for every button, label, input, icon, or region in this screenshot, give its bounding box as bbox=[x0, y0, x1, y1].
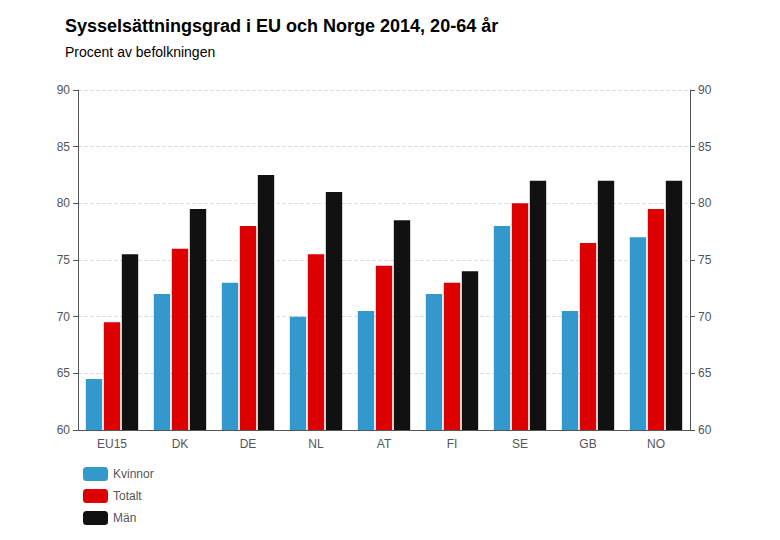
svg-text:SE: SE bbox=[512, 437, 528, 451]
svg-text:EU15: EU15 bbox=[97, 437, 127, 451]
svg-text:60: 60 bbox=[698, 423, 712, 437]
svg-text:Procent av befolkningen: Procent av befolkningen bbox=[65, 44, 215, 60]
svg-text:65: 65 bbox=[57, 366, 71, 380]
svg-text:NL: NL bbox=[308, 437, 324, 451]
svg-text:80: 80 bbox=[57, 196, 71, 210]
svg-text:85: 85 bbox=[57, 140, 71, 154]
svg-text:90: 90 bbox=[57, 83, 71, 97]
svg-text:80: 80 bbox=[698, 196, 712, 210]
svg-text:70: 70 bbox=[57, 310, 71, 324]
svg-text:DK: DK bbox=[172, 437, 189, 451]
svg-text:60: 60 bbox=[57, 423, 71, 437]
svg-text:65: 65 bbox=[698, 366, 712, 380]
svg-text:85: 85 bbox=[698, 140, 712, 154]
svg-text:75: 75 bbox=[57, 253, 71, 267]
svg-text:DE: DE bbox=[240, 437, 257, 451]
svg-text:FI: FI bbox=[447, 437, 458, 451]
svg-text:Kvinnor: Kvinnor bbox=[113, 467, 154, 481]
svg-text:75: 75 bbox=[698, 253, 712, 267]
svg-text:GB: GB bbox=[579, 437, 596, 451]
svg-text:Totalt: Totalt bbox=[113, 489, 142, 503]
svg-text:90: 90 bbox=[698, 83, 712, 97]
svg-text:Sysselsättningsgrad i EU och N: Sysselsättningsgrad i EU och Norge 2014,… bbox=[65, 16, 498, 36]
svg-text:Män: Män bbox=[113, 511, 136, 525]
svg-text:AT: AT bbox=[377, 437, 392, 451]
svg-text:NO: NO bbox=[647, 437, 665, 451]
svg-text:70: 70 bbox=[698, 310, 712, 324]
